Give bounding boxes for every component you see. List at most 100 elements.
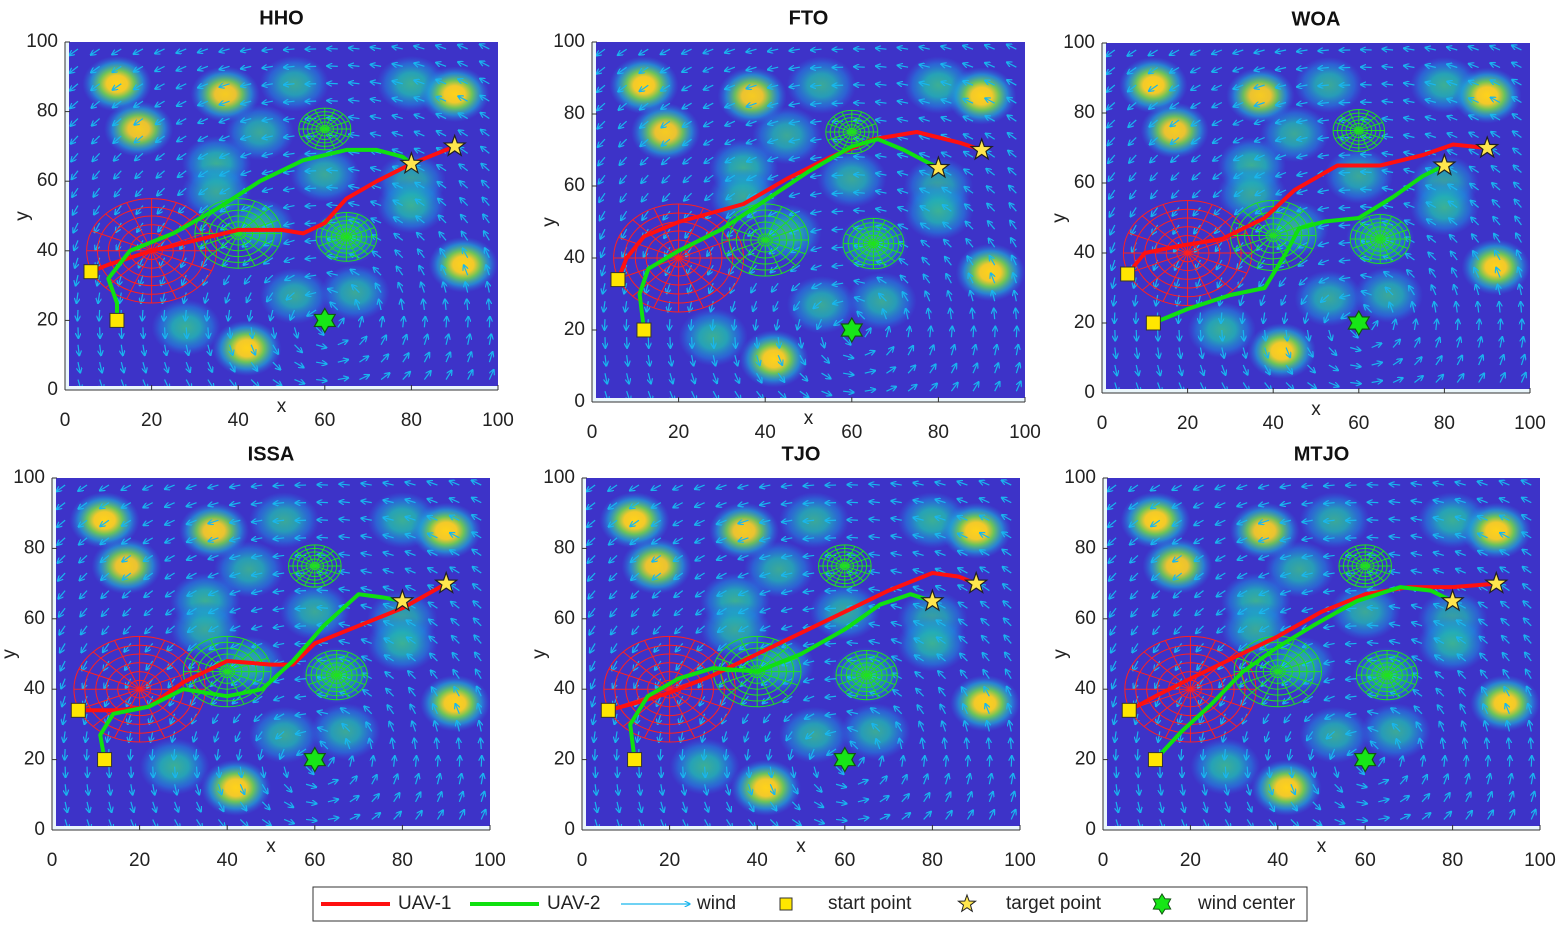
wind-arrow	[197, 49, 209, 53]
wind-arrow	[458, 96, 468, 102]
wind-arrow	[176, 83, 187, 89]
wind-arrow	[424, 316, 425, 328]
wind-arrow	[1367, 607, 1379, 608]
wind-arrow	[370, 82, 382, 84]
threat-zone	[1349, 214, 1411, 264]
wind-arrow	[241, 119, 252, 122]
wind-arrow	[198, 101, 209, 105]
wind-arrow	[114, 170, 122, 179]
wind-arrow	[597, 102, 606, 110]
wind-arrow	[704, 156, 714, 163]
wind-arrow	[198, 152, 209, 158]
y-axis-label: y	[539, 217, 560, 227]
wind-arrow	[70, 135, 79, 144]
wind-arrow	[305, 258, 317, 259]
wind-arrow	[670, 355, 672, 366]
start-point	[83, 264, 99, 280]
wind-arrow	[392, 46, 403, 48]
threat-zone	[194, 198, 282, 269]
wind-arrow	[482, 180, 490, 189]
wind-arrow	[113, 152, 122, 161]
wind-arrow	[176, 65, 187, 70]
wind-arrow	[467, 299, 468, 311]
wind-arrow	[488, 299, 489, 311]
wind-arrow	[468, 334, 470, 345]
obstacle	[897, 615, 968, 672]
wind-arrow	[682, 66, 692, 72]
wind-arrow	[375, 283, 382, 293]
wind-arrow	[489, 334, 491, 345]
wind-arrow	[661, 120, 671, 127]
wind-arrow	[155, 83, 165, 89]
wind-arrow	[424, 334, 427, 345]
obstacle	[847, 272, 917, 331]
wind-arrow	[414, 149, 425, 154]
wind-arrow	[605, 373, 607, 384]
threat-spoke	[334, 236, 347, 260]
wind-arrow	[713, 337, 714, 348]
wind-arrow	[134, 135, 144, 143]
threat-spoke	[306, 113, 326, 130]
wind-arrow	[394, 234, 404, 241]
wind-arrow	[627, 373, 629, 384]
wind-arrow	[133, 48, 144, 54]
plot-area	[69, 42, 498, 386]
wind-arrow	[392, 132, 403, 136]
wind-arrow	[267, 292, 274, 302]
wind-arrow	[464, 265, 468, 276]
wind-arrow	[414, 63, 425, 66]
wind-arrow	[65, 749, 66, 760]
wind-arrow	[727, 766, 728, 778]
wind-center	[313, 307, 337, 334]
obstacle	[1247, 323, 1316, 379]
wind-arrow	[112, 65, 122, 72]
wind-arrow	[330, 302, 339, 311]
wind-arrow	[251, 327, 252, 338]
x-tick-label: 0	[577, 850, 588, 871]
wind-arrow	[618, 120, 628, 128]
wind-arrow	[645, 283, 648, 294]
wind-arrow	[661, 138, 671, 146]
wind-arrow	[380, 373, 390, 381]
wind-arrow	[415, 182, 425, 189]
wind-arrow	[1479, 319, 1480, 331]
start-point	[610, 272, 626, 288]
wind-arrow	[241, 84, 252, 87]
wind-arrow	[240, 66, 252, 68]
wind-arrow	[832, 229, 844, 230]
wind-arrow	[688, 283, 692, 293]
threat-zone	[288, 544, 342, 588]
y-tick-label: 100	[1063, 32, 1095, 53]
wind-arrow	[619, 138, 628, 147]
wind-arrow	[262, 66, 273, 68]
wind-arrow	[662, 174, 671, 183]
wind-arrow	[305, 293, 317, 296]
wind-arrow	[1361, 154, 1372, 155]
start-point	[1145, 315, 1161, 331]
wind-arrow	[392, 115, 403, 118]
wind-arrow	[481, 147, 490, 154]
threat-spoke	[346, 236, 369, 255]
obstacle	[367, 615, 438, 672]
wind-arrow	[219, 119, 230, 123]
wind-arrow	[1345, 661, 1357, 662]
x-tick-label: 60	[834, 850, 855, 871]
threat-spoke	[198, 232, 239, 248]
plot-area	[1106, 43, 1530, 389]
y-tick-label: 80	[1075, 537, 1096, 558]
wind-arrow	[284, 49, 295, 50]
wind-arrow	[371, 168, 382, 171]
x-tick-label: 20	[129, 850, 150, 871]
wind-arrow	[640, 120, 649, 128]
y-tick-label: 40	[564, 247, 585, 268]
wind-arrow	[446, 334, 449, 345]
wind-arrow	[436, 114, 447, 120]
y-tick-label: 40	[1074, 242, 1095, 263]
wind-arrow	[262, 49, 273, 51]
obstacle	[1410, 179, 1479, 236]
wind-arrow	[72, 205, 79, 216]
y-tick-label: 60	[24, 608, 45, 629]
wind-arrow	[131, 766, 132, 778]
wind-arrow	[393, 200, 404, 207]
wind-arrow	[156, 170, 165, 178]
